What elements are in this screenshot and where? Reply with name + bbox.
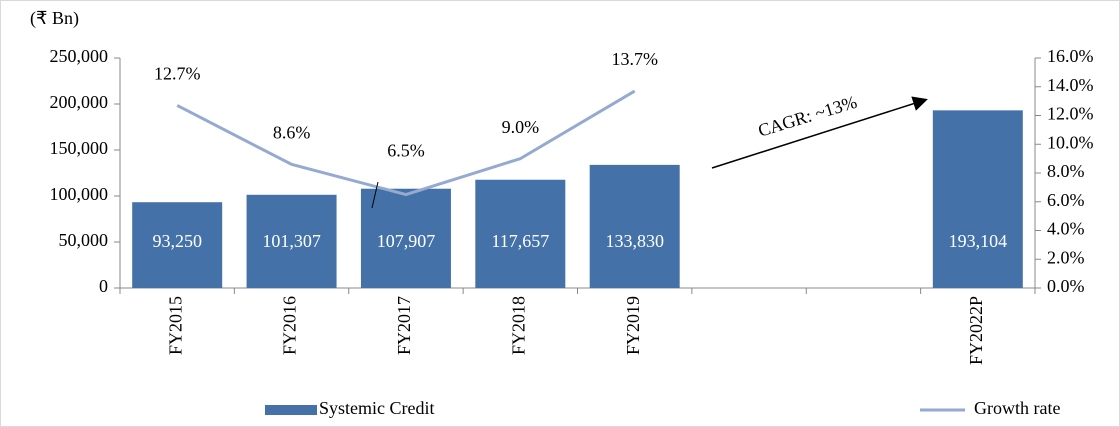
y2-tick-label: 8.0% [1047,161,1085,181]
y-tick-label: 150,000 [50,138,109,158]
bar-label: 101,307 [262,231,321,251]
x-tick-label: FY2015 [165,296,185,355]
y2-tick-label: 4.0% [1047,219,1085,239]
y-tick-label: 100,000 [50,184,109,204]
bar-label: 107,907 [377,231,436,251]
y-tick-label: 200,000 [50,92,109,112]
y2-tick-label: 14.0% [1047,75,1094,95]
line [176,89,636,197]
bar-label: 117,657 [491,231,549,251]
bar [246,194,337,288]
y2-tick-label: 10.0% [1047,132,1094,152]
annotation: CAGR: ~13% [756,92,860,141]
x-tick-label: FY2017 [394,296,414,355]
line-label: 13.7% [611,49,658,69]
leader-line [371,181,379,209]
legend-label: Systemic Credit [319,398,435,418]
y-tick-label: 250,000 [50,46,109,66]
x-tick-label: FY2018 [508,296,528,355]
bar [475,179,566,288]
legend-swatch [265,405,317,415]
unit-label: (₹ Bn) [30,8,79,29]
bar-label: 93,250 [152,231,202,251]
y2-tick-label: 2.0% [1047,247,1085,267]
bar [589,164,680,288]
x-tick-label: FY2016 [280,296,300,355]
y-tick-label: 50,000 [59,230,109,250]
bar [132,202,223,288]
bar [932,110,1023,288]
y-tick-label: 0 [99,276,108,296]
x-tick-label: FY2022P [966,296,986,365]
cagr-arrow [711,96,928,169]
line-label: 6.5% [387,141,425,161]
x-tick-label: FY2019 [623,296,643,355]
legend-label: Growth rate [974,398,1060,418]
y2-tick-label: 12.0% [1047,104,1094,124]
line-label: 8.6% [273,123,311,143]
y2-tick-label: 6.0% [1047,190,1085,210]
y2-tick-label: 16.0% [1047,46,1094,66]
y2-tick-label: 0.0% [1047,276,1085,296]
line-label: 9.0% [502,117,540,137]
bar-label: 133,830 [605,231,664,251]
bar [360,188,451,288]
bar-label: 193,104 [949,231,1008,251]
line-label: 12.7% [154,64,201,84]
